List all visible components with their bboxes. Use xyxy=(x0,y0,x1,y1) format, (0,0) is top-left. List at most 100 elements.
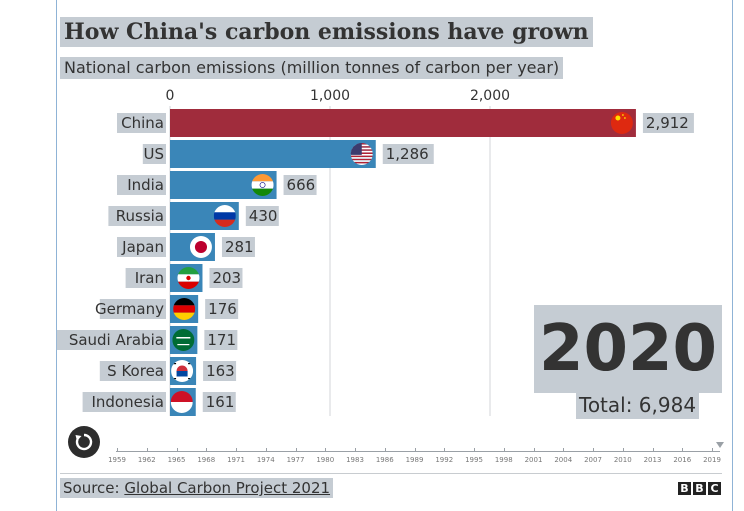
value-label: 171 xyxy=(207,331,236,349)
category-label-bg xyxy=(99,299,166,319)
value-label-bg xyxy=(202,392,236,412)
timeline-tick xyxy=(533,448,535,452)
timeline-year-label[interactable]: 2016 xyxy=(673,456,692,464)
timeline-tick xyxy=(176,448,178,452)
timeline-year-label[interactable]: 1980 xyxy=(316,456,335,464)
x-tick-label: 1,000 xyxy=(310,88,350,104)
timeline-year-label[interactable]: 1989 xyxy=(405,456,424,464)
timeline-year-label[interactable]: 1974 xyxy=(256,456,275,464)
chart-subtitle: National carbon emissions (million tonne… xyxy=(60,57,564,79)
timeline-tick xyxy=(236,448,237,452)
bar-chart: 0 1,000 2,000 China 2,912 US 1,286 India 666 Russ… xyxy=(56,88,694,416)
timeline-tick xyxy=(652,448,654,452)
value-label-bg xyxy=(209,268,243,288)
timeline-tick xyxy=(474,448,475,452)
bbc-logo-letter: B xyxy=(678,482,691,495)
category-label: China xyxy=(121,114,164,132)
timeline-tick xyxy=(355,448,356,452)
value-label: 161 xyxy=(206,393,235,411)
value-label-bg xyxy=(204,330,238,350)
value-label: 430 xyxy=(249,207,278,225)
timeline-year-label[interactable]: 1992 xyxy=(435,456,454,464)
timeline-tick xyxy=(295,448,297,452)
timeline-year-label[interactable]: 2001 xyxy=(524,456,543,464)
replay-button[interactable] xyxy=(68,426,100,458)
value-label-bg xyxy=(203,361,237,381)
timeline-tick xyxy=(622,448,624,452)
timeline-year-label[interactable]: 2010 xyxy=(613,456,632,464)
timeline-tick xyxy=(206,448,208,452)
timeline-tick xyxy=(712,448,713,452)
value-label: 176 xyxy=(208,300,237,318)
timeline-tick xyxy=(265,448,267,452)
total-label: Total: 6,984 xyxy=(576,391,700,419)
timeline-year-label[interactable]: 1959 xyxy=(108,456,126,464)
timeline-tick xyxy=(563,448,565,452)
year-label: 2020 xyxy=(534,305,722,393)
timeline-year-label[interactable]: 2019 xyxy=(703,456,721,464)
timeline-handle[interactable] xyxy=(716,442,724,448)
value-label-bg xyxy=(245,206,279,226)
saudi-arabia-flag-icon xyxy=(172,329,195,351)
timeline-year-label[interactable]: 1998 xyxy=(494,456,513,464)
category-label: Iran xyxy=(135,269,164,287)
chart-frame xyxy=(56,0,733,511)
category-label: S Korea xyxy=(107,362,164,380)
value-label-bg xyxy=(221,237,255,257)
source-link[interactable]: Global Carbon Project 2021 xyxy=(124,479,331,497)
timeline-year-label[interactable]: 1995 xyxy=(465,456,483,464)
russia-flag-icon xyxy=(213,205,236,227)
category-label-bg xyxy=(117,237,166,257)
timeline-year-label[interactable]: 1986 xyxy=(375,456,394,464)
china-flag-icon xyxy=(610,112,633,134)
timeline-tick xyxy=(325,448,327,452)
category-label: Germany xyxy=(95,300,164,318)
x-tick-label: 0 xyxy=(166,88,175,104)
category-label: India xyxy=(127,176,164,194)
category-label-bg xyxy=(56,330,166,350)
category-label: Saudi Arabia xyxy=(69,331,164,349)
category-label-bg xyxy=(142,144,166,164)
value-label: 666 xyxy=(287,176,316,194)
value-label-bg xyxy=(205,299,239,319)
category-label-bg xyxy=(108,206,166,226)
timeline-year-label[interactable]: 2004 xyxy=(554,456,573,464)
timeline-year-label[interactable]: 2007 xyxy=(584,456,602,464)
category-label: Russia xyxy=(116,207,164,225)
timeline-year-label[interactable]: 1977 xyxy=(286,456,305,464)
japan-flag-icon xyxy=(189,236,212,258)
timeline-year-label[interactable]: 1971 xyxy=(227,456,245,464)
category-label-bg xyxy=(125,268,166,288)
category-label-bg xyxy=(117,175,166,195)
india-flag-icon xyxy=(251,174,274,196)
category-label-bg xyxy=(99,361,166,381)
iran-flag-icon xyxy=(177,267,200,289)
category-label: Japan xyxy=(121,238,164,256)
timeline-year-label[interactable]: 2013 xyxy=(643,456,662,464)
indonesia-flag-icon xyxy=(170,391,193,413)
bbc-logo-letter: B xyxy=(693,482,706,495)
timeline-year-label[interactable]: 1962 xyxy=(137,456,156,464)
us-flag-icon xyxy=(350,143,373,165)
footer-divider xyxy=(60,473,722,474)
bbc-logo-letter: C xyxy=(708,482,721,495)
x-tick-label: 2,000 xyxy=(470,88,510,104)
timeline-year-label[interactable]: 1968 xyxy=(197,456,216,464)
timeline-year-label[interactable]: 1965 xyxy=(167,456,186,464)
chart-title: How China's carbon emissions have grown xyxy=(60,17,593,47)
category-label: Indonesia xyxy=(91,393,164,411)
timeline-track[interactable] xyxy=(116,451,720,452)
value-label: 163 xyxy=(206,362,235,380)
source-note: Source: Global Carbon Project 2021 xyxy=(60,478,334,498)
timeline-tick xyxy=(384,448,386,452)
germany-flag-icon xyxy=(173,298,196,320)
value-label-bg xyxy=(382,144,434,164)
value-label: 203 xyxy=(212,269,241,287)
replay-icon xyxy=(75,433,93,451)
timeline-year-label[interactable]: 1983 xyxy=(346,456,364,464)
value-label-bg xyxy=(283,175,317,195)
timeline-tick xyxy=(682,448,684,452)
category-label-bg xyxy=(82,392,166,412)
bar xyxy=(170,140,376,168)
timeline-tick xyxy=(117,448,118,452)
